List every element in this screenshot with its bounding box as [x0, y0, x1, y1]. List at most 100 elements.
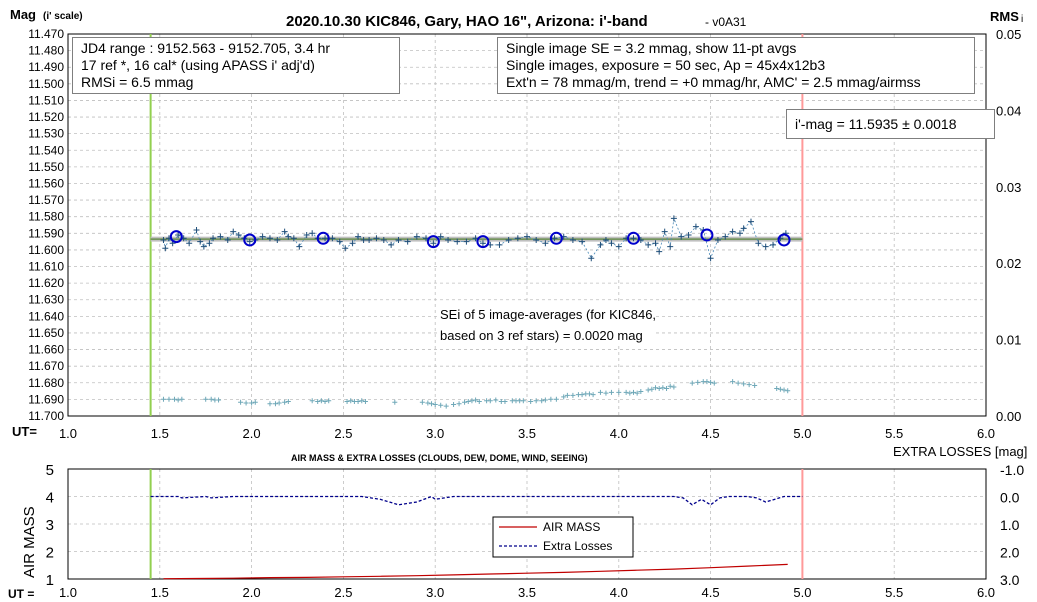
- airmass-y-tick-label: 2: [46, 545, 54, 562]
- rms-point: [451, 402, 457, 408]
- rms-point: [469, 398, 475, 404]
- main-y2-tick-label: 0.00: [996, 409, 1021, 424]
- single-image-point: [542, 240, 549, 247]
- airmass-xlabel: UT =: [8, 587, 34, 601]
- image-average-point: [169, 230, 183, 244]
- rms-point: [564, 392, 570, 398]
- airmass-y-tick-label: 5: [46, 462, 54, 479]
- rms-point: [752, 382, 758, 388]
- rms-point: [660, 385, 666, 391]
- rms-point: [272, 401, 278, 407]
- rms-point: [175, 397, 181, 403]
- rms-point: [570, 392, 576, 398]
- airmass-y2-tick-label: 1.0: [1000, 517, 1020, 533]
- rms-point: [603, 390, 609, 396]
- airmass-x-tick-label: 5.5: [885, 585, 903, 600]
- main-y-tick-label: 11.520: [28, 110, 64, 124]
- single-image-point: [755, 240, 762, 247]
- single-image-point: [430, 240, 437, 247]
- single-image-point: [615, 243, 622, 250]
- airmass-y2-tick-label: 3.0: [1000, 572, 1020, 588]
- main-y-tick-label: 11.640: [28, 309, 64, 323]
- main-y-tick-label: 11.490: [28, 60, 64, 74]
- rms-point: [216, 397, 222, 403]
- airmass-legend: AIR MASS Extra Losses: [492, 516, 634, 558]
- rms-point: [649, 386, 655, 392]
- single-image-point: [736, 230, 743, 237]
- main-y-tick-label: 11.570: [28, 193, 64, 207]
- single-image-point: [579, 238, 586, 245]
- rms-point: [462, 399, 468, 405]
- single-image-point: [437, 233, 444, 240]
- airmass-x-tick-label: 4.0: [610, 585, 628, 600]
- single-image-point: [193, 226, 200, 233]
- single-image-point: [162, 245, 169, 252]
- rms-point: [502, 398, 508, 404]
- single-image-point: [479, 240, 486, 247]
- rms-point: [608, 389, 614, 395]
- extra-losses-series-line: [150, 495, 803, 506]
- single-image-point: [667, 243, 674, 250]
- main-y2label-sub: i: [1021, 14, 1023, 25]
- main-x-tick-label: 1.0: [59, 426, 77, 441]
- exposure-box: Single image SE = 3.2 mmag, show 11-pt a…: [497, 37, 975, 94]
- sei-note: SEi of 5 image-averages (for KIC846, bas…: [440, 304, 657, 346]
- single-image-point: [722, 233, 729, 240]
- single-image-point: [714, 236, 721, 243]
- airmass-y-tick-label: 1: [46, 572, 54, 589]
- single-image-point: [373, 235, 380, 242]
- rms-point: [179, 396, 185, 402]
- single-image-point: [224, 236, 231, 243]
- rms-point: [623, 389, 629, 395]
- main-y-tick-label: 11.470: [28, 27, 64, 41]
- single-image-point: [685, 231, 692, 238]
- rms-point: [597, 389, 603, 395]
- main-y2label: RMS: [990, 9, 1019, 24]
- rms-point: [695, 379, 701, 385]
- rms-point: [616, 389, 622, 395]
- single-image-point: [186, 240, 193, 247]
- rms-point: [548, 396, 554, 402]
- main-y-tick-label: 11.590: [28, 226, 64, 240]
- main-y2-tick-label: 0.05: [996, 27, 1021, 42]
- single-image-point: [355, 233, 362, 240]
- main-y-tick-label: 11.480: [28, 44, 64, 58]
- rms-point: [438, 402, 444, 408]
- rms-point: [285, 398, 291, 404]
- rms-point: [735, 380, 741, 386]
- single-image-point: [395, 236, 402, 243]
- airmass-x-tick-label: 5.0: [793, 585, 811, 600]
- rms-point: [392, 399, 398, 405]
- rms-point: [322, 398, 328, 404]
- main-y-tick-label: 11.680: [28, 376, 64, 390]
- rms-point: [326, 398, 332, 404]
- rms-point: [465, 398, 471, 404]
- main-y-tick-label: 11.600: [28, 243, 64, 257]
- main-y2-tick-label: 0.02: [996, 256, 1021, 271]
- rms-point: [656, 385, 662, 391]
- rms-point: [667, 383, 673, 389]
- image-average-point: [626, 231, 640, 245]
- image-average-point: [700, 228, 714, 242]
- main-xlabel: UT=: [12, 424, 37, 439]
- exposure-line: Single images, exposure = 50 sec, Ap = 4…: [506, 57, 826, 73]
- rms-point: [645, 387, 651, 393]
- main-ticks: 11.470 11.480 11.490 11.500 11.510 11.520 11.5…: [28, 27, 1021, 441]
- single-image-point: [380, 236, 387, 243]
- rms-point: [671, 384, 677, 390]
- rms-point: [203, 396, 209, 402]
- single-image-point: [645, 241, 652, 248]
- rms-point: [664, 385, 670, 391]
- main-y2-tick-label: 0.04: [996, 103, 1021, 118]
- single-image-point: [652, 240, 659, 247]
- single-image-point: [230, 228, 237, 235]
- single-image-point: [729, 228, 736, 235]
- single-image-point: [630, 235, 637, 242]
- rms-point: [276, 400, 282, 406]
- jd-range-box: JD4 range : 9152.563 - 9152.705, 3.4 hr …: [72, 37, 400, 94]
- rms-point: [561, 394, 567, 400]
- rms-point: [533, 398, 539, 404]
- rms-point: [777, 386, 783, 392]
- rms-point: [785, 388, 791, 394]
